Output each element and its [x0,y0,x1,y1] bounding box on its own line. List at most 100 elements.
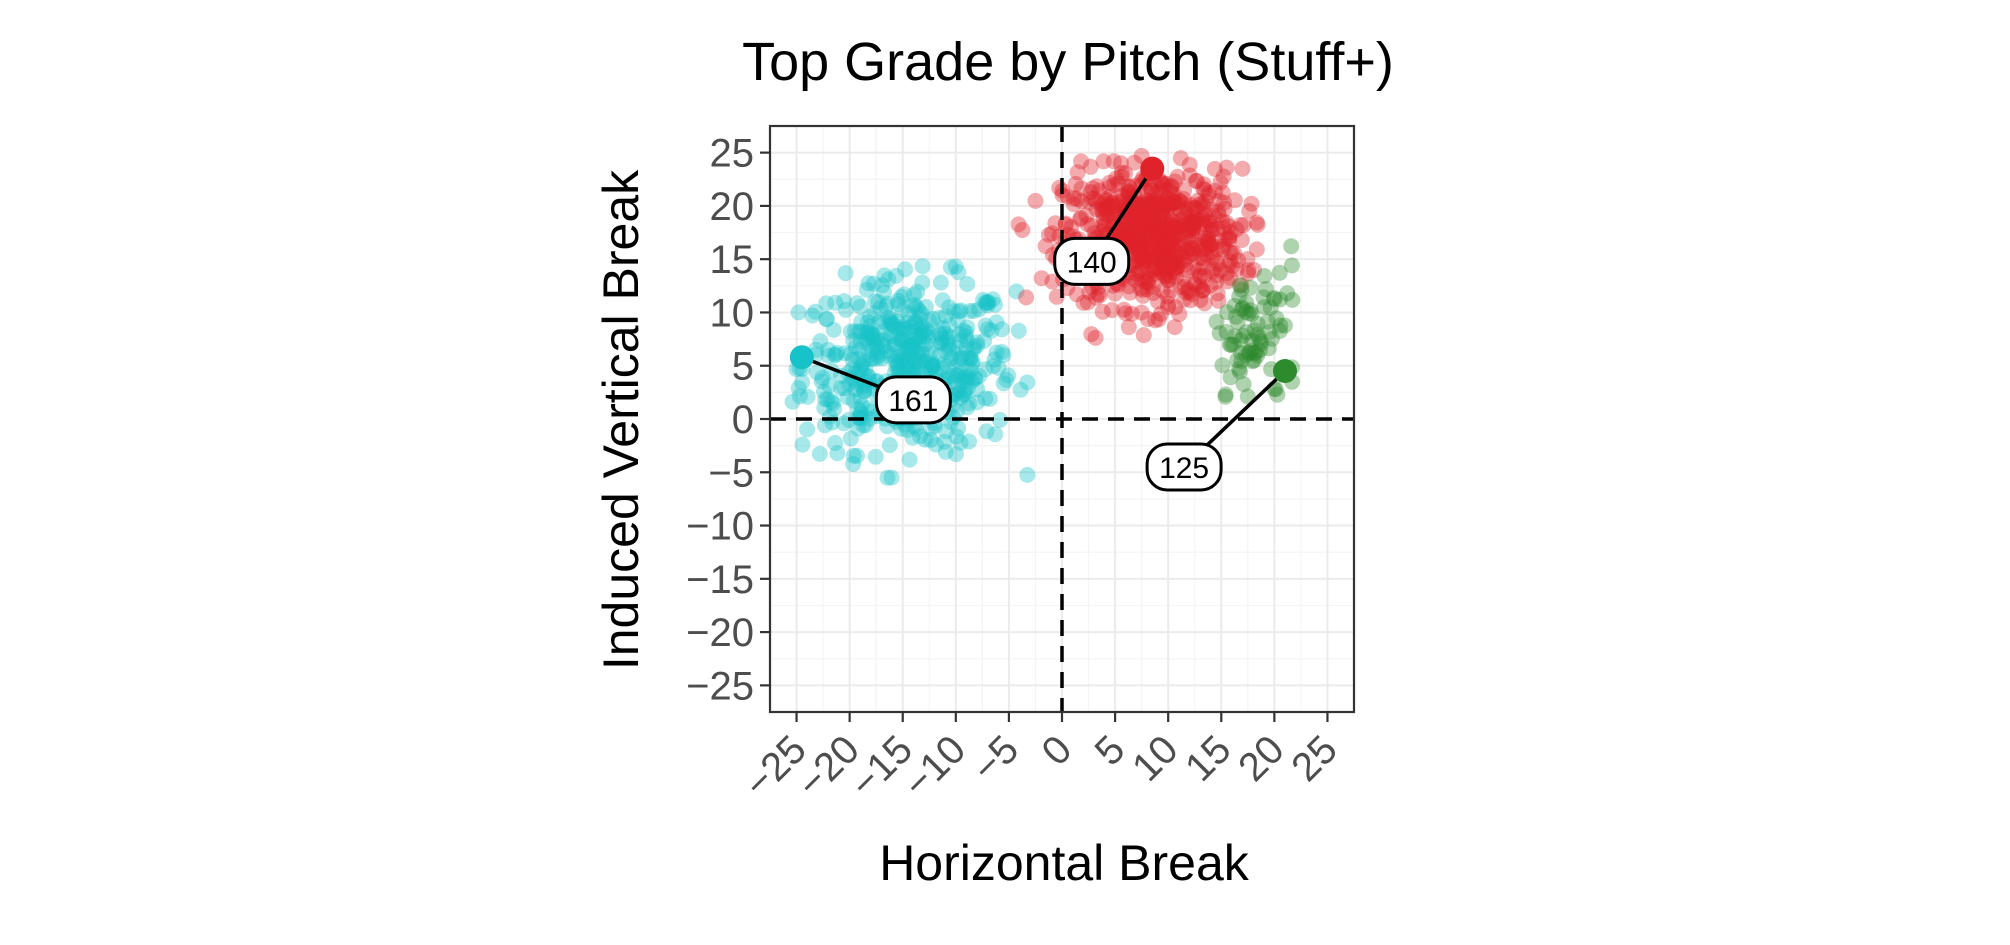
scatter-point-series-2 [1143,262,1160,279]
scatter-point-series-1 [879,295,896,312]
scatter-point-series-1 [867,293,884,310]
scatter-point-series-1 [837,301,854,318]
scatter-point-series-2 [1088,201,1105,218]
scatter-point-series-2 [1207,182,1224,199]
scatter-point-series-1 [941,328,958,345]
scatter-point-series-2 [1192,268,1209,285]
scatter-point-series-2 [1215,168,1232,185]
scatter-point-series-2 [1152,305,1169,322]
scatter-point-series-2 [1210,292,1227,309]
scatter-point-series-2 [1113,164,1130,181]
scatter-point-series-1 [975,291,992,308]
scatter-point-series-1 [851,341,868,358]
scatter-point-series-2 [1099,207,1116,224]
scatter-point-series-2 [1166,193,1183,210]
scatter-point-series-2 [1107,211,1124,228]
scatter-point-series-2 [1103,302,1120,319]
scatter-point-series-1 [899,338,916,355]
scatter-point-series-1 [934,292,951,309]
scatter-point-series-1 [813,373,830,390]
scatter-point-series-2 [1174,218,1191,235]
scatter-point-series-2 [1144,231,1161,248]
scatter-point-series-2 [1120,319,1137,336]
scatter-point-series-2 [1160,295,1177,312]
scatter-point-series-2 [1158,254,1174,271]
scatter-point-series-1 [869,350,885,367]
scatter-point-series-2 [1222,269,1238,286]
scatter-point-series-2 [1192,211,1209,228]
scatter-point-series-1 [826,401,843,417]
scatter-point-series-2 [1209,255,1226,272]
y-tick-label: −20 [686,611,754,655]
scatter-point-series-1 [901,451,918,468]
scatter-point-series-3 [1235,327,1252,344]
scatter-point-series-2 [1196,216,1213,233]
scatter-point-series-1 [900,314,917,330]
scatter-point-series-3 [1235,376,1252,393]
scatter-point-series-2 [1163,178,1180,195]
scatter-point-series-3 [1229,352,1246,369]
scatter-point-series-1 [896,320,913,337]
scatter-point-series-1 [807,303,824,320]
scatter-point-series-2 [1147,312,1164,329]
scatter-point-series-2 [1132,199,1149,216]
scatter-point-series-3 [1256,268,1273,284]
scatter-point-series-2 [1067,176,1084,192]
scatter-point-series-2 [1152,227,1169,244]
scatter-point-series-1 [914,274,931,291]
scatter-point-series-1 [889,313,905,330]
scatter-point-series-3 [1208,313,1225,330]
scatter-point-series-2 [1132,202,1149,219]
scatter-point-series-2 [1057,215,1074,232]
scatter-point-series-2 [1137,208,1154,225]
scatter-point-series-2 [1033,270,1050,287]
scatter-point-series-2 [1130,231,1147,248]
scatter-point-series-3 [1261,324,1278,340]
scatter-point-series-1 [943,349,960,366]
scatter-point-series-2 [1114,187,1131,204]
scatter-point-series-1 [938,423,955,440]
scatter-point-series-2 [1135,231,1152,248]
scatter-point-series-2 [1204,263,1221,280]
scatter-point-series-2 [1208,273,1225,290]
scatter-point-series-1 [888,358,905,375]
scatter-point-series-2 [1156,240,1173,257]
scatter-point-series-1 [963,373,980,390]
scatter-point-series-2 [1131,263,1148,280]
scatter-point-series-2 [1154,203,1171,220]
scatter-point-series-1 [909,283,926,300]
scatter-point-series-2 [1194,213,1211,230]
scatter-point-series-2 [1124,235,1141,252]
scatter-point-series-2 [1156,250,1173,267]
scatter-point-series-1 [952,434,969,451]
scatter-point-series-2 [1147,222,1164,239]
scatter-point-series-1 [856,383,873,400]
scatter-point-series-2 [1139,240,1156,257]
scatter-point-series-2 [1105,153,1122,170]
scatter-point-series-2 [1127,251,1144,268]
scatter-point-series-1 [861,400,878,417]
scatter-point-series-2 [1155,198,1172,215]
scatter-point-series-2 [1197,229,1214,246]
scatter-point-series-1 [863,342,880,359]
scatter-point-series-2 [1147,241,1164,258]
scatter-point-series-2 [1185,222,1202,238]
scatter-point-series-1 [894,352,911,369]
scatter-point-series-3 [1265,290,1282,306]
scatter-point-series-2 [1206,160,1223,177]
scatter-point-series-2 [1121,229,1138,246]
scatter-point-series-2 [1194,259,1211,276]
scatter-point-series-2 [1122,214,1139,230]
scatter-point-series-2 [1210,203,1227,220]
scatter-point-series-1 [924,357,941,374]
scatter-point-series-2 [1134,238,1151,255]
scatter-point-series-2 [1122,218,1139,235]
scatter-point-series-1 [1010,322,1027,339]
scatter-point-series-1 [845,447,862,464]
scatter-point-series-3 [1238,324,1255,341]
y-tick-label: 25 [710,132,755,176]
scatter-point-series-2 [1097,192,1114,209]
scatter-point-series-2 [1215,237,1232,254]
scatter-point-series-2 [1162,232,1179,249]
scatter-point-series-1 [979,297,996,314]
